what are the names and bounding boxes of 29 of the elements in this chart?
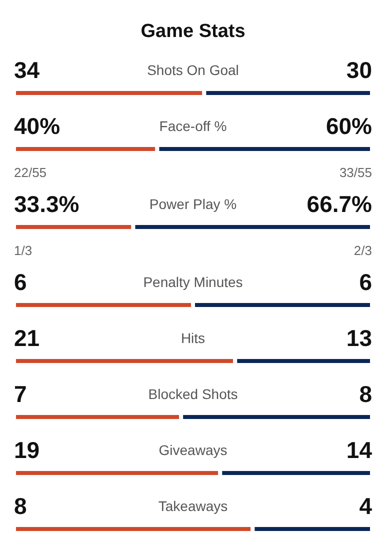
- annotation: 1/3: [14, 243, 32, 258]
- category-label: Blocked Shots: [148, 386, 238, 402]
- data-label: 21: [14, 325, 40, 351]
- data-label: 19: [14, 437, 40, 463]
- annotation: 22/55: [14, 165, 47, 180]
- data-label: 13: [346, 325, 372, 351]
- category-label: Giveaways: [158, 442, 228, 458]
- annotation: 2/3: [354, 243, 372, 258]
- data-label: 4: [359, 493, 372, 519]
- data-label: 34: [14, 57, 40, 83]
- category-label: Takeaways: [158, 498, 228, 514]
- data-label: 8: [359, 381, 372, 407]
- annotation: 33/55: [339, 165, 372, 180]
- category-label: Shots On Goal: [147, 62, 239, 78]
- data-label: 8: [14, 493, 27, 519]
- data-label: 6: [14, 269, 27, 295]
- data-label: 40%: [14, 113, 60, 139]
- data-label: 66.7%: [306, 191, 372, 217]
- category-label: Hits: [180, 330, 206, 346]
- category-label: Power Play %: [149, 196, 237, 212]
- data-label: 33.3%: [14, 191, 80, 217]
- data-label: 6: [359, 269, 372, 295]
- category-label: Penalty Minutes: [143, 274, 243, 290]
- category-label: Face-off %: [159, 118, 227, 134]
- data-label: 7: [14, 381, 27, 407]
- data-label: 14: [346, 437, 372, 463]
- data-label: 30: [346, 57, 372, 83]
- data-label: 60%: [326, 113, 372, 139]
- chart-title: Game Stats: [140, 21, 246, 42]
